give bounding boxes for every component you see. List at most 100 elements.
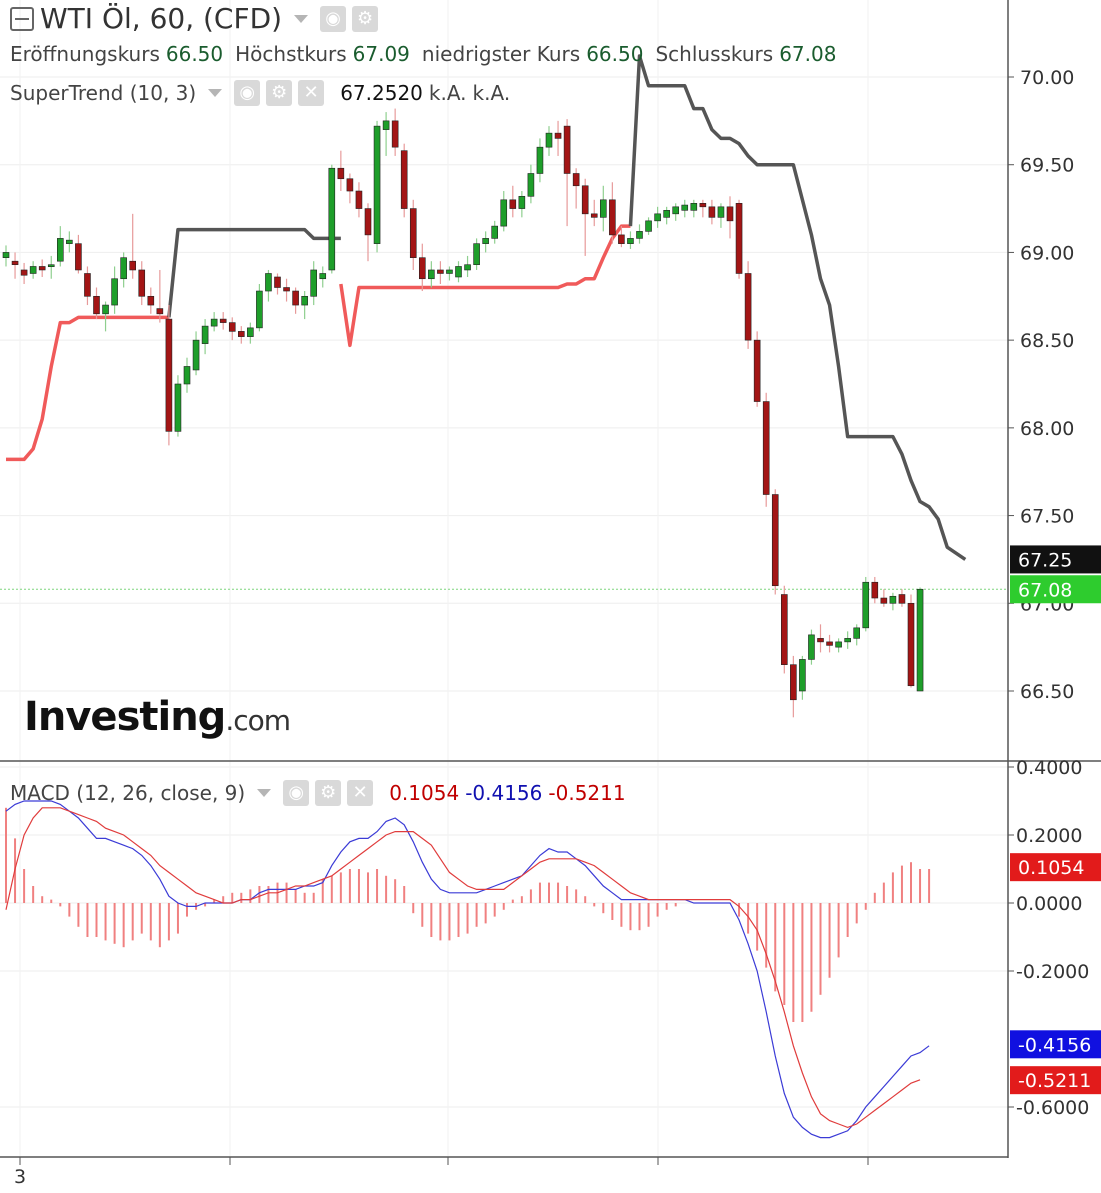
candle-body xyxy=(527,173,535,197)
candle xyxy=(165,305,173,446)
candle-body xyxy=(672,206,680,215)
candle-body xyxy=(183,366,191,385)
supertrend-name: SuperTrend (10, 3) xyxy=(10,81,197,105)
macd-value-1: 0.1054 xyxy=(389,781,460,805)
candle-body xyxy=(509,199,517,209)
candle xyxy=(491,220,499,244)
candle xyxy=(572,168,580,209)
candle xyxy=(916,587,924,692)
candle-body xyxy=(663,210,670,218)
candle xyxy=(636,224,643,244)
candle-body xyxy=(880,597,888,604)
eye-icon[interactable]: ◉ xyxy=(283,780,310,806)
chevron-down-icon[interactable] xyxy=(294,14,309,23)
candle xyxy=(265,269,272,302)
candle xyxy=(536,138,544,183)
price-tick-label-0: 70.00 xyxy=(1020,67,1074,89)
candle xyxy=(672,203,680,221)
candle xyxy=(102,301,109,332)
candle-body xyxy=(38,266,46,271)
candle-body xyxy=(690,203,698,211)
supertrend-na-1: k.A. xyxy=(428,81,467,105)
macd-row: MACD (12, 26, close, 9) ◉ ⚙ ✕ 0.1054 -0.… xyxy=(10,780,626,806)
candle xyxy=(111,266,118,314)
macd-histogram xyxy=(5,807,931,1022)
candle xyxy=(771,489,779,595)
candle xyxy=(753,331,761,407)
candle xyxy=(681,199,689,218)
collapse-icon[interactable] xyxy=(10,6,34,31)
gear-icon[interactable]: ⚙ xyxy=(315,780,342,806)
candle xyxy=(409,199,417,270)
eye-icon[interactable]: ◉ xyxy=(320,5,347,32)
supertrend-value: 67.2520 xyxy=(340,81,423,105)
candle-body xyxy=(47,264,55,268)
candle xyxy=(292,287,299,314)
candle xyxy=(563,119,571,227)
close-icon[interactable]: ✕ xyxy=(347,780,374,806)
candle-body xyxy=(382,120,390,130)
candle xyxy=(84,266,91,306)
candle xyxy=(482,231,489,253)
price-tick-label-4: 68.00 xyxy=(1020,418,1074,440)
candle-body xyxy=(735,203,743,274)
candle xyxy=(283,278,290,302)
candle xyxy=(726,196,734,239)
candle-body xyxy=(265,273,272,292)
last-price-tag-text: 67.08 xyxy=(1018,579,1072,601)
candle-body xyxy=(572,173,580,187)
candle xyxy=(391,108,399,156)
candle-body xyxy=(238,331,245,337)
candle xyxy=(817,624,824,653)
candle-body xyxy=(174,383,182,432)
candle-body xyxy=(835,641,842,648)
candle xyxy=(663,206,670,225)
gear-icon[interactable]: ⚙ xyxy=(352,5,379,32)
candle-body xyxy=(654,213,661,222)
candle xyxy=(699,199,707,218)
eye-icon[interactable]: ◉ xyxy=(234,80,261,106)
price-tick-label-5: 67.50 xyxy=(1020,506,1074,528)
candle-body xyxy=(409,208,417,258)
candle xyxy=(219,312,227,330)
candle-body xyxy=(301,295,308,306)
macd-value-tag-bg xyxy=(1010,1030,1101,1059)
macd-value-tag: -0.4156 xyxy=(1010,1030,1101,1059)
candle xyxy=(907,594,915,688)
candle xyxy=(274,273,281,295)
candle xyxy=(29,261,37,279)
candle xyxy=(518,191,526,218)
supertrend-up-line xyxy=(339,224,631,348)
candle-body xyxy=(111,278,118,306)
macd-line xyxy=(5,800,930,1139)
candle-body xyxy=(11,260,19,266)
candle-body xyxy=(29,266,37,274)
close-icon[interactable]: ✕ xyxy=(298,80,325,106)
price-tick-label-1: 69.50 xyxy=(1020,155,1074,177)
candle-body xyxy=(328,167,336,271)
candle-body xyxy=(627,238,634,244)
candle xyxy=(373,120,381,253)
gear-icon[interactable]: ⚙ xyxy=(266,80,293,106)
signal-value-tag: -0.5211 xyxy=(1010,1066,1101,1095)
candle xyxy=(47,255,55,279)
candle-body xyxy=(545,132,553,148)
time-tick-label: 3 xyxy=(14,1166,26,1188)
candle xyxy=(889,592,897,611)
chevron-down-icon[interactable] xyxy=(257,789,272,797)
candle xyxy=(527,164,535,204)
candle-body xyxy=(20,269,28,276)
candle xyxy=(871,576,879,604)
supertrend-down-line xyxy=(628,54,967,561)
macd-value-2: -0.4156 xyxy=(465,781,543,805)
supertrend-row: SuperTrend (10, 3) ◉ ⚙ ✕ 67.2520 k.A. k.… xyxy=(10,80,510,106)
candle-body xyxy=(310,269,318,297)
candle xyxy=(545,126,553,156)
candle-body xyxy=(744,273,752,341)
candle-body xyxy=(862,581,870,629)
chevron-down-icon[interactable] xyxy=(208,89,223,97)
histogram-value-tag-bg xyxy=(1010,853,1101,882)
candle xyxy=(880,589,888,607)
candle xyxy=(346,173,354,204)
candle-body xyxy=(563,125,571,174)
